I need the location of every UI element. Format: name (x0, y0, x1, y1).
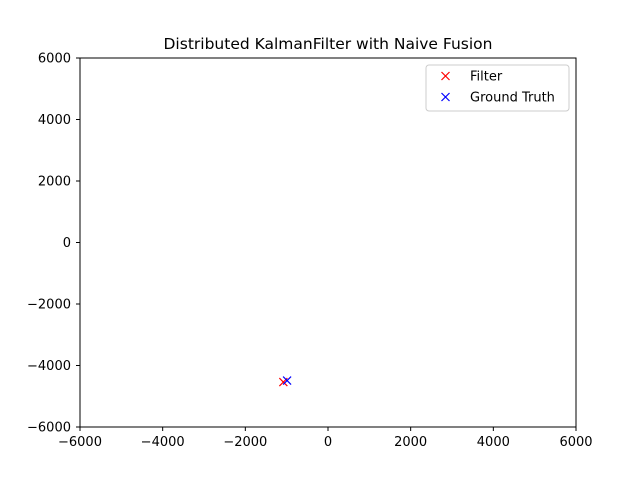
ground-truth-point (282, 376, 292, 385)
y-tick-label: −6000 (27, 421, 71, 436)
chart-title: Distributed KalmanFilter with Naive Fusi… (164, 35, 493, 53)
y-tick-label: −4000 (27, 359, 71, 374)
plot-area (79, 57, 577, 428)
y-tick-label: 4000 (38, 113, 71, 128)
x-tick-label: 6000 (559, 435, 592, 450)
legend-marker-ground-truth (441, 92, 450, 102)
x-tick-label: 0 (324, 435, 332, 450)
legend-marker-filter (441, 71, 450, 81)
y-axis: 6000 4000 2000 0 −2000 −4000 −6000 (27, 52, 80, 436)
x-tick-label: −2000 (223, 435, 267, 450)
ground-truth-point-stroke (282, 376, 292, 385)
data-points (278, 376, 292, 387)
legend-marker-ground-truth-stroke (441, 92, 450, 102)
y-tick-label: 2000 (38, 175, 71, 190)
legend-entries: Filter Ground Truth (441, 70, 555, 106)
y-tick-label: −2000 (27, 298, 71, 313)
legend-label-ground-truth: Ground Truth (470, 91, 555, 106)
legend: Filter Ground Truth (425, 64, 570, 112)
axes-frame (79, 57, 577, 428)
legend-box (425, 64, 570, 112)
legend-label-filter: Filter (470, 70, 503, 85)
x-tick-label: 4000 (477, 435, 510, 450)
y-tick-label: 0 (63, 236, 71, 251)
x-tick-label: −6000 (58, 435, 102, 450)
x-tick-label: 2000 (394, 435, 427, 450)
legend-marker-filter-stroke (441, 71, 450, 81)
x-axis: −6000 −4000 −2000 0 2000 4000 6000 (58, 427, 593, 450)
x-tick-label: −4000 (141, 435, 185, 450)
y-tick-label: 6000 (38, 52, 71, 67)
